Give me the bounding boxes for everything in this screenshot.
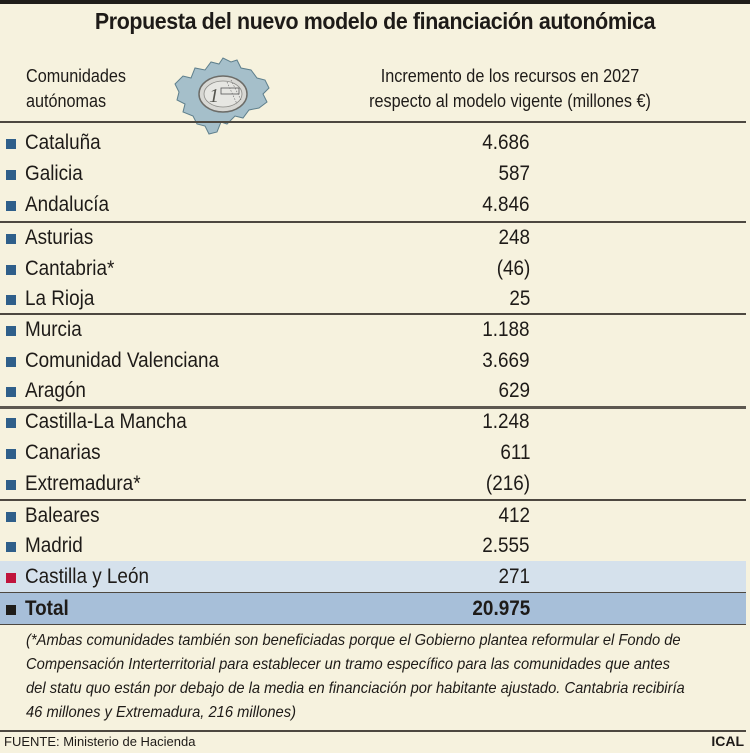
bullet-icon: [6, 357, 16, 367]
table-row: Baleares 412: [0, 500, 746, 531]
source-text: FUENTE: Ministerio de Hacienda: [4, 734, 196, 749]
table-row: Asturias 248: [0, 222, 746, 253]
table-row: Castilla-La Mancha 1.248: [0, 406, 746, 437]
footnote: (*Ambas comunidades también son benefici…: [26, 632, 685, 721]
castilla-leon-map-icon: 1: [174, 57, 270, 135]
bullet-icon: [6, 387, 16, 397]
bullet-icon: [6, 418, 16, 428]
group-divider: [0, 313, 746, 315]
table-row: Galicia 587: [0, 158, 746, 189]
group-divider: [0, 406, 746, 409]
total-row: Total 20.975: [0, 593, 746, 625]
table-row: Canarias 611: [0, 437, 746, 468]
header-divider: [0, 121, 746, 123]
chart-title: Propuesta del nuevo modelo de financiaci…: [94, 8, 656, 34]
bullet-icon: [6, 170, 16, 180]
group-divider: [0, 221, 746, 223]
table-row: Cataluña 4.686: [0, 127, 746, 158]
column-header-communities: Comunidades autónomas: [26, 66, 126, 111]
table-row: La Rioja 25: [0, 283, 746, 314]
bullet-icon: [6, 512, 16, 522]
bullet-icon: [6, 573, 16, 583]
bullet-icon: [6, 234, 16, 244]
top-border: [0, 0, 750, 4]
table-row: Murcia 1.188: [0, 314, 746, 345]
footer-divider: [0, 730, 746, 732]
table-row: Andalucía 4.846: [0, 189, 746, 220]
group-divider: [0, 499, 746, 501]
table-row: Cantabria* (46): [0, 253, 746, 284]
bullet-icon: [6, 449, 16, 459]
table-row: Aragón 629: [0, 375, 746, 406]
credit-text: ICAL: [711, 733, 744, 749]
bullet-icon: [6, 480, 16, 490]
bullet-icon: [6, 295, 16, 305]
svg-text:1: 1: [209, 85, 219, 107]
column-header-increment: Incremento de los recursos en 2027 respe…: [369, 66, 651, 111]
bullet-icon: [6, 201, 16, 211]
total-bottom-divider: [0, 624, 746, 625]
bullet-icon: [6, 265, 16, 275]
bullet-icon: [6, 326, 16, 336]
table-row: Extremadura* (216): [0, 468, 746, 499]
bullet-icon: [6, 542, 16, 552]
bullet-icon: [6, 139, 16, 149]
bullet-icon: [6, 605, 16, 615]
table-row: Madrid 2.555: [0, 530, 746, 561]
table-row: Comunidad Valenciana 3.669: [0, 345, 746, 376]
table-row-highlighted: Castilla y León 271: [0, 561, 746, 592]
